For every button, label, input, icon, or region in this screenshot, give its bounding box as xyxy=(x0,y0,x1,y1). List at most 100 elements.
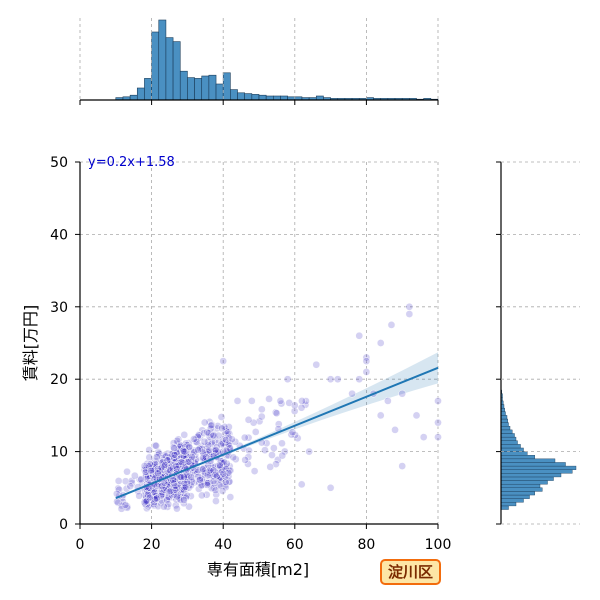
marginal-y-bar xyxy=(500,491,535,496)
scatter-point xyxy=(208,438,216,447)
marginal-y-bar xyxy=(500,458,556,463)
marginal-y-bar xyxy=(500,494,530,499)
scatter-point xyxy=(180,430,189,439)
scatter-point xyxy=(173,504,181,513)
y-tick-label: 0 xyxy=(59,517,68,533)
scatter-point xyxy=(255,417,264,426)
marginal-y-bar xyxy=(500,462,566,467)
marginal-y-bar xyxy=(500,487,543,492)
y-tick-label: 20 xyxy=(50,372,68,388)
scatter-point xyxy=(419,433,428,441)
scatter-point xyxy=(250,467,259,475)
marginal-x-bar xyxy=(187,77,195,101)
marginal-y-histogram xyxy=(500,389,577,510)
scatter-point xyxy=(184,457,193,466)
scatter-point xyxy=(297,403,306,412)
scatter-point xyxy=(182,493,190,502)
scatter-point xyxy=(211,470,220,479)
marginal-x-bar xyxy=(244,93,253,101)
scatter-point xyxy=(290,401,299,410)
x-tick-label: 100 xyxy=(425,537,452,553)
scatter-point xyxy=(170,444,178,453)
x-tick-label: 80 xyxy=(357,537,375,553)
x-ticks: 0 20 40 60 80 100 xyxy=(76,100,452,553)
scatter-point xyxy=(160,502,168,511)
regression-line xyxy=(115,366,439,500)
x-tick-label: 0 xyxy=(76,537,85,553)
marginal-y-bar xyxy=(500,433,515,438)
scatter-point xyxy=(209,431,218,440)
scatter-point xyxy=(212,497,220,505)
scatter-point xyxy=(187,473,196,482)
scatter-point xyxy=(137,475,146,484)
scatter-point xyxy=(265,395,273,403)
scatter-point xyxy=(166,487,175,495)
scatter-point xyxy=(412,411,421,420)
scatter-point xyxy=(261,446,269,455)
marginal-x-bar xyxy=(208,74,217,101)
marginal-x-bar xyxy=(201,75,210,101)
marginal-x-bar xyxy=(230,89,238,101)
marginal-x-bar xyxy=(158,19,167,101)
marginal-y-bar xyxy=(500,447,524,452)
marginal-y-bar xyxy=(500,455,535,460)
scatter-point xyxy=(130,471,139,480)
scatter-point xyxy=(302,397,310,405)
scatter-point xyxy=(200,418,209,427)
scatter-point xyxy=(170,479,178,488)
scatter-point xyxy=(387,321,396,329)
scatter-point xyxy=(198,474,206,483)
scatter-point xyxy=(163,496,171,504)
scatter-point xyxy=(185,442,194,451)
scatter-point xyxy=(326,375,335,384)
scatter-point xyxy=(240,433,249,442)
scatter-point xyxy=(169,476,178,485)
scatter-point xyxy=(147,467,155,475)
scatter-point xyxy=(376,339,385,347)
marginal-x-bar xyxy=(237,92,245,101)
scatter-point xyxy=(434,397,442,405)
y-tick-label: 50 xyxy=(50,155,68,171)
scatter-point xyxy=(355,331,364,340)
scatter-point xyxy=(211,445,220,454)
scatter-point xyxy=(287,430,296,439)
marginal-y-bar xyxy=(500,418,508,423)
scatter-point xyxy=(217,413,226,421)
scatter-point xyxy=(405,310,414,318)
scatter-point xyxy=(161,460,169,469)
scatter-point xyxy=(283,375,292,384)
scatter-point xyxy=(123,467,131,476)
scatter-point xyxy=(170,450,179,459)
scatter-point xyxy=(199,465,207,474)
scatter-point xyxy=(140,462,149,470)
y-tick-label: 40 xyxy=(50,227,68,243)
marginal-y-bar xyxy=(500,444,521,449)
scatter-point xyxy=(190,448,199,456)
scatter-point xyxy=(244,453,253,461)
x-tick-label: 40 xyxy=(214,537,232,553)
scatter-point xyxy=(220,458,229,467)
scatter-point xyxy=(121,501,130,509)
marginal-x-bar xyxy=(144,78,152,101)
x-axis-label: 専有面積[m2] xyxy=(207,560,309,579)
scatter-point xyxy=(144,462,153,470)
marginal-y-bar xyxy=(500,429,513,434)
marginal-x-bar xyxy=(194,78,203,101)
scatter-point xyxy=(218,487,227,495)
scatter-point xyxy=(192,438,201,446)
scatter-point xyxy=(153,469,162,478)
scatter-point xyxy=(355,375,364,384)
scatter-point xyxy=(142,497,150,506)
scatter-point xyxy=(164,500,173,509)
scatter-point xyxy=(214,438,223,447)
scatter-point xyxy=(305,447,313,456)
marginal-y-bar xyxy=(500,436,517,441)
scatter-point xyxy=(114,477,123,485)
marginal-y-bar xyxy=(500,483,541,488)
scatter-point xyxy=(405,302,414,311)
marginal-x-bar xyxy=(165,37,174,101)
scatter-point xyxy=(209,466,218,475)
scatter-point xyxy=(150,498,159,507)
scatter-point xyxy=(180,473,188,482)
marginal-y-bar xyxy=(500,415,508,420)
